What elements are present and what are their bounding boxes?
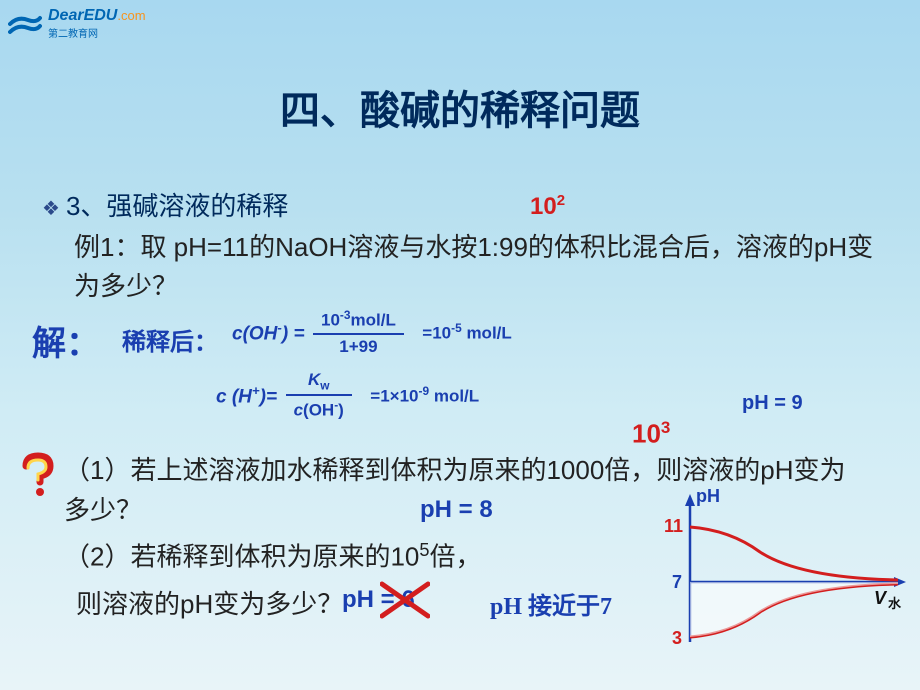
chart-y-label: pH [696, 486, 720, 506]
chart-tick-7: 7 [672, 572, 682, 592]
annotation-10-2: 102 [530, 192, 565, 221]
fraction-bar [313, 333, 404, 335]
logo-text: DearEDU.com 第二教育网 [48, 7, 146, 40]
equation-coh: c(OH-) = 10-3mol/L 1+99 =10-5 mol/L [232, 308, 512, 357]
cross-out-icon [380, 580, 430, 620]
section-heading-text: 3、强碱溶液的稀释 [66, 191, 288, 221]
ph-near-7: pH 接近于7 [490, 586, 612, 621]
ph-dilution-chart: pH 11 7 3 V 水 [650, 482, 910, 662]
question-3-text: 则溶液的pH变为多少？ [76, 584, 343, 624]
annotation-10-3: 103 [632, 418, 670, 450]
ph-9-result: pH = 9 [742, 392, 803, 415]
logo-brand-main: DearEDU [48, 7, 117, 24]
chart-x-label: V [874, 588, 888, 608]
eq1-numerator: 10-3mol/L [313, 308, 404, 331]
question-2-text: （2）若稀释到体积为原来的105倍， [64, 536, 482, 577]
question-mark-icon [16, 452, 60, 496]
eq2-numerator: Kw [286, 370, 352, 392]
eq1-result: =10-5 mol/L [422, 321, 511, 344]
fraction-bar [286, 394, 352, 396]
annot-102-base: 10 [530, 193, 557, 220]
logo-subtitle: 第二教育网 [48, 25, 146, 40]
chart-tick-3: 3 [672, 628, 682, 648]
eq1-fraction: 10-3mol/L 1+99 [313, 308, 404, 357]
annot-103-base: 10 [632, 419, 661, 449]
ph-8-result: pH = 8 [420, 496, 493, 524]
logo: DearEDU.com 第二教育网 [8, 6, 146, 40]
annot-103-exp: 3 [661, 418, 670, 437]
page-title: 四、酸碱的稀释问题 [0, 78, 920, 136]
annot-102-exp: 2 [557, 192, 565, 209]
chart-tick-11: 11 [664, 516, 683, 536]
after-dilution-label: 稀释后： [122, 322, 218, 357]
example-1-text: 例1：取 pH=11的NaOH溶液与水按1:99的体积比混合后，溶液的pH变为多… [74, 228, 880, 306]
bullet-diamond-icon: ❖ [42, 198, 60, 220]
eq2-fraction: Kw c(OH-) [286, 370, 352, 421]
eq2-prefix: c (H+)= [216, 383, 277, 408]
equation-ch: c (H+)= Kw c(OH-) =1×10-9 mol/L [216, 370, 479, 421]
logo-brand: DearEDU.com [48, 7, 146, 25]
logo-swirl-icon [8, 6, 42, 40]
logo-brand-suffix: .com [117, 8, 145, 23]
answer-label: 解： [32, 316, 100, 365]
eq1-denominator: 1+99 [313, 337, 404, 357]
chart-x-label-sub: 水 [888, 596, 902, 611]
eq2-denominator: c(OH-) [286, 398, 352, 421]
eq1-prefix: c(OH-) = [232, 320, 305, 345]
eq2-result: =1×10-9 mol/L [370, 384, 479, 407]
section-heading: ❖ 3、强碱溶液的稀释 [42, 186, 288, 223]
